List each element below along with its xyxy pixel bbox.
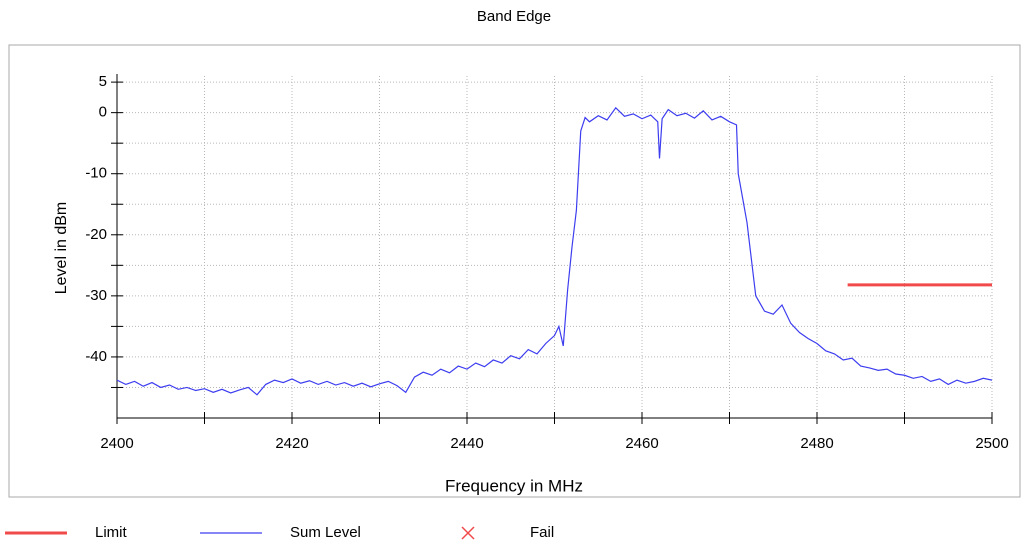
y-tick-label: -20	[85, 226, 107, 243]
legend-label: Fail	[530, 524, 554, 541]
x-tick-label: 2400	[100, 435, 133, 452]
y-tick-label: -30	[85, 287, 107, 304]
x-tick-label: 2500	[975, 435, 1008, 452]
legend-marker	[461, 526, 475, 540]
y-tick-label: -40	[85, 348, 107, 365]
x-axis-label: Frequency in MHz	[445, 476, 583, 495]
y-axis-label: Level in dBm	[53, 202, 70, 295]
series-line	[116, 106, 993, 396]
x-tick-label: 2420	[275, 435, 308, 452]
y-tick-label: 0	[99, 104, 107, 121]
legend-label: Limit	[95, 524, 128, 541]
x-tick-label: 2460	[625, 435, 658, 452]
x-tick-label: 2480	[800, 435, 833, 452]
legend-label: Sum Level	[290, 524, 361, 541]
y-tick-label: -10	[85, 165, 107, 182]
frame	[8, 44, 1021, 498]
x-tick-label: 2440	[450, 435, 483, 452]
chart-title: Band Edge	[477, 8, 551, 25]
y-tick-label: 5	[99, 73, 107, 90]
